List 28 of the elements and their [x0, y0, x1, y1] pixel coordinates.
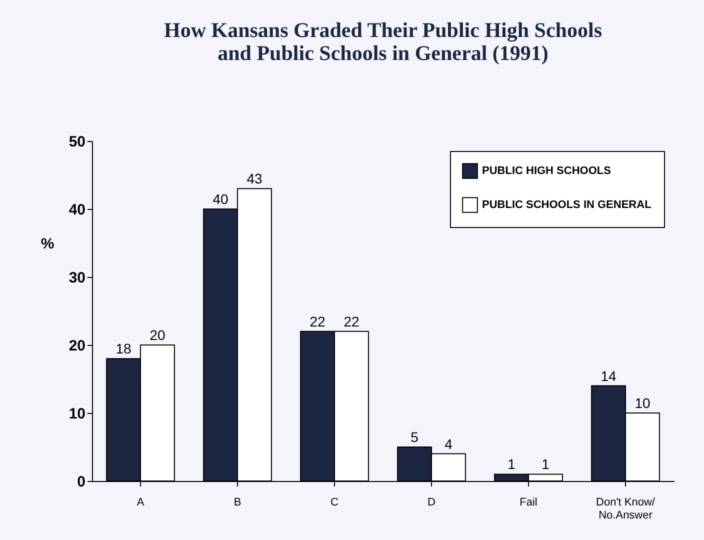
x-tick-label: D: [428, 496, 436, 508]
x-tick-label: B: [234, 496, 242, 508]
data-label: 14: [600, 368, 617, 384]
x-tick-label: A: [136, 496, 145, 508]
data-label: 4: [444, 436, 453, 452]
y-tick-label: 20: [68, 338, 86, 354]
data-label: 1: [508, 456, 516, 472]
data-label: 22: [310, 313, 326, 330]
y-axis-title: %: [40, 236, 54, 252]
data-label: 10: [634, 395, 650, 411]
y-tick-label: 40: [68, 202, 86, 218]
x-tick-label: Fail: [520, 496, 538, 508]
x-tick-label: C: [330, 496, 339, 508]
x-tick-label: Don't Know/ No.Answer: [596, 496, 656, 522]
data-label: 5: [410, 429, 419, 445]
data-label: 43: [246, 170, 262, 187]
data-label: 22: [344, 313, 360, 330]
legend-label: PUBLIC HIGH SCHOOLS: [482, 165, 611, 177]
data-label: 18: [116, 340, 132, 357]
y-tick-label: 30: [68, 270, 86, 286]
data-label: 40: [212, 191, 229, 207]
legend-label: PUBLIC SCHOOLS IN GENERAL: [482, 199, 652, 211]
data-label: 20: [150, 327, 166, 343]
data-label: 1: [542, 456, 550, 472]
chart-title: How Kansans Graded Their Public High Schools and Public Schools in General (1991): [164, 18, 602, 65]
y-tick-label: 0: [77, 474, 86, 490]
y-tick-label: 50: [68, 134, 86, 150]
y-tick-label: 10: [68, 406, 86, 422]
